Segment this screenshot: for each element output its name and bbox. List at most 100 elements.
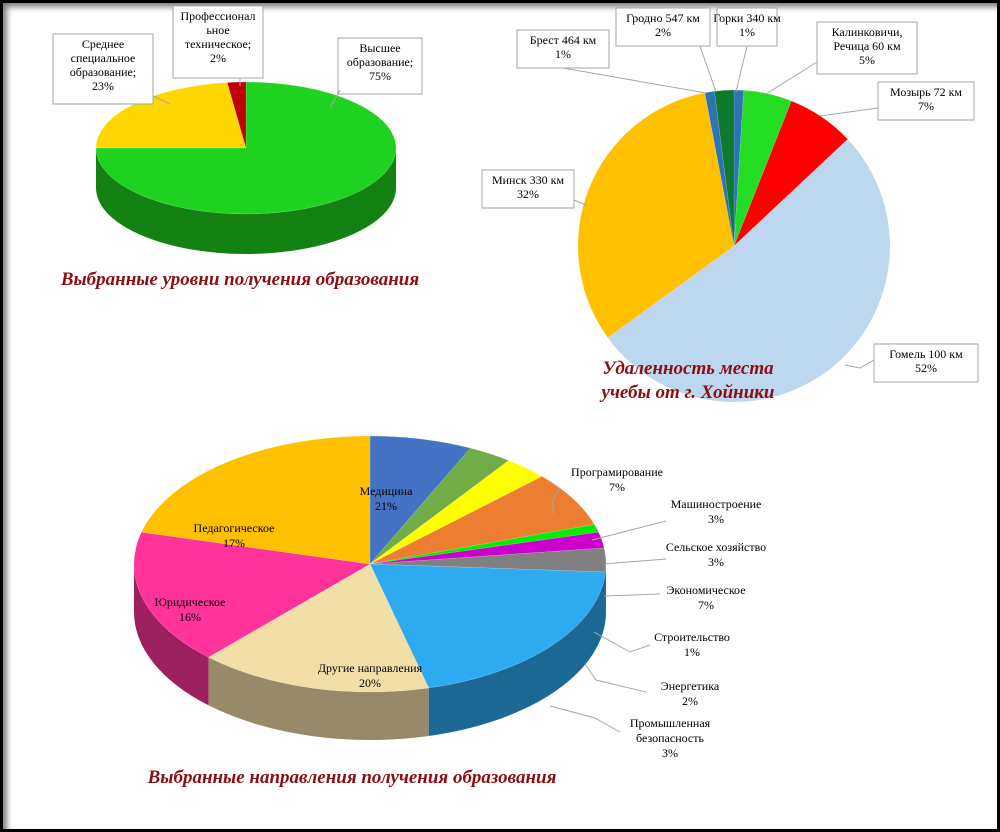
pie2-label-5-box	[516, 29, 610, 69]
data-labels: Высшее образование; 75%Среднее специальное о…	[52, 5, 979, 760]
pie2-slice-0	[733, 89, 745, 247]
pie2-label-2-line: 7%	[918, 99, 934, 113]
pie2-label-3-box	[873, 343, 979, 383]
pie2-label-4-leader	[573, 199, 589, 207]
pie3-label-2-leader	[603, 558, 667, 565]
pie1-label-2-line: ьное	[206, 23, 229, 37]
pie3-label-6-line: Промышленная	[630, 716, 711, 730]
pie1-label-0-line: образование;	[347, 55, 413, 69]
pie1-slice-0	[95, 81, 397, 215]
pie3-slice-8	[207, 563, 430, 693]
pie3-label-6-line: 3%	[662, 746, 678, 760]
pie2-label-3-leader	[844, 359, 875, 369]
pie1-label-1-box	[52, 33, 154, 105]
pie2-label-3-line: 52%	[915, 361, 937, 375]
pie2-slice-6	[714, 89, 735, 247]
pie3-label-3-line: Экономическое	[666, 583, 745, 597]
pie3-slice-0	[369, 435, 471, 565]
pie3-label-4-line: 1%	[684, 645, 700, 659]
pie3-label-8: Юридическое 16%	[155, 595, 226, 624]
pie3-label-5: Энергетика 2%	[661, 679, 720, 708]
pie3-slice-7	[369, 563, 606, 689]
pie3-label-7: Другие направления 20%	[318, 661, 423, 690]
pie2-label-1-line: 5%	[859, 53, 875, 67]
pie2-label-1: Калинковичи, Речица 60 км 5%	[832, 25, 903, 67]
pie3-label-6-leader	[549, 705, 621, 733]
pie1-label-1: Среднее специальное образование; 23%	[70, 37, 136, 93]
pie3-label-0-leader	[552, 487, 561, 514]
pie3-label-1-leader	[591, 520, 667, 541]
pie3-slice-4	[369, 524, 599, 565]
pie2-label-4-box	[481, 169, 575, 209]
pie2-label-2-line: Мозырь 72 км	[890, 85, 962, 99]
pie2-slice-4	[577, 92, 735, 339]
pie2-label-5-line: 1%	[555, 47, 571, 61]
pie1-slice-2	[226, 81, 247, 149]
pie2-label-6-leader	[699, 45, 717, 93]
pie1-label-0: Высшее образование; 75%	[347, 41, 413, 83]
pie2-title-line: Удаленность места	[602, 358, 774, 379]
pie2-label-3-line: Гомель 100 км	[889, 347, 963, 361]
pie3-label-9: Педагогическое 17%	[194, 521, 275, 550]
pie1-label-1-leader	[152, 95, 171, 105]
pie3-label-0-line: 7%	[609, 480, 625, 494]
pie3-title: Выбранные направления получения образова…	[147, 767, 557, 788]
pie1-label-0-line: Высшее	[359, 41, 400, 55]
pie1-label-1-line: 23%	[92, 79, 114, 93]
pie3-slice-6	[369, 547, 607, 573]
pie3-label-3-leader	[603, 593, 661, 597]
pie2-label-1-leader	[765, 61, 818, 95]
pie3-slice-5	[369, 531, 605, 565]
pie3-label-6-line: безопасность	[636, 731, 704, 745]
pie3-label-4-line: Строительство	[654, 630, 730, 644]
pie1-label-2: Профессионал ьное техническое; 2%	[181, 9, 256, 65]
pie3-slice-3	[369, 476, 595, 565]
pie2-label-0-line: 1%	[739, 25, 755, 39]
pie1-side-0	[96, 148, 396, 254]
pie3-side-8	[208, 657, 429, 740]
pie1-label-1-line: Среднее	[82, 37, 124, 51]
pie3-label-4: Строительство 1%	[654, 630, 730, 659]
pie2-label-0: Горки 340 км 1%	[713, 11, 781, 39]
pie3-label-3: Экономическое 7%	[666, 583, 745, 612]
pie3-label-7-line: 20%	[359, 676, 381, 690]
pie2-label-5: Брест 464 км 1%	[530, 33, 597, 61]
pie2-label-0-line: Горки 340 км	[713, 11, 781, 25]
pie2-slice-3	[607, 138, 891, 403]
chart-titles: Выбранные уровни получения образования Уд…	[60, 269, 775, 788]
pie3-slice-10	[141, 435, 371, 565]
pie2-slice-2	[733, 100, 849, 247]
pie3-label-7-line: Другие направления	[318, 661, 423, 675]
pie2-label-6-box	[615, 7, 711, 47]
pie3-label-0: Програмирование 7%	[571, 465, 663, 494]
pie3-label-2-line: Сельское хозяйство	[666, 540, 766, 554]
pie1-label-2-box	[172, 5, 264, 79]
pie2-label-0-leader	[735, 45, 748, 93]
pie3-label-10-line: Медицина	[360, 484, 413, 498]
pie2-label-1-line: Калинковичи,	[832, 25, 903, 39]
pie3-label-0-line: Програмирование	[571, 465, 663, 479]
pie1-label-2-line: техническое;	[185, 37, 251, 51]
pie3-label-1-line: Машиностроение	[671, 497, 762, 511]
pie1-label-0-line: 75%	[369, 69, 391, 83]
pie3-label-5-leader	[584, 663, 647, 693]
pie3-label-8-line: 16%	[179, 610, 201, 624]
pie-education-levels	[95, 81, 397, 254]
pie1-label-1-line: образование;	[70, 65, 136, 79]
pie3-label-1-line: 3%	[708, 512, 724, 526]
pie2-label-2: Мозырь 72 км 7%	[890, 85, 962, 113]
pie2-label-3: Гомель 100 км 52%	[889, 347, 963, 375]
pie2-title-line: учебы от г. Хойники	[600, 382, 775, 403]
pie3-label-1: Машиностроение 3%	[671, 497, 762, 526]
pie2-label-0-box	[716, 7, 778, 47]
pie3-label-6: Промышленная безопасность 3%	[630, 716, 711, 760]
pie2-label-4-line: Минск 330 км	[492, 173, 565, 187]
pie2-label-5-line: Брест 464 км	[530, 33, 597, 47]
pie3-label-9-line: 17%	[223, 536, 245, 550]
pie3-label-5-line: Энергетика	[661, 679, 720, 693]
pie2-slice-1	[733, 90, 792, 247]
pie1-label-2-line: 2%	[210, 51, 226, 65]
pie2-label-4-line: 32%	[517, 187, 539, 201]
